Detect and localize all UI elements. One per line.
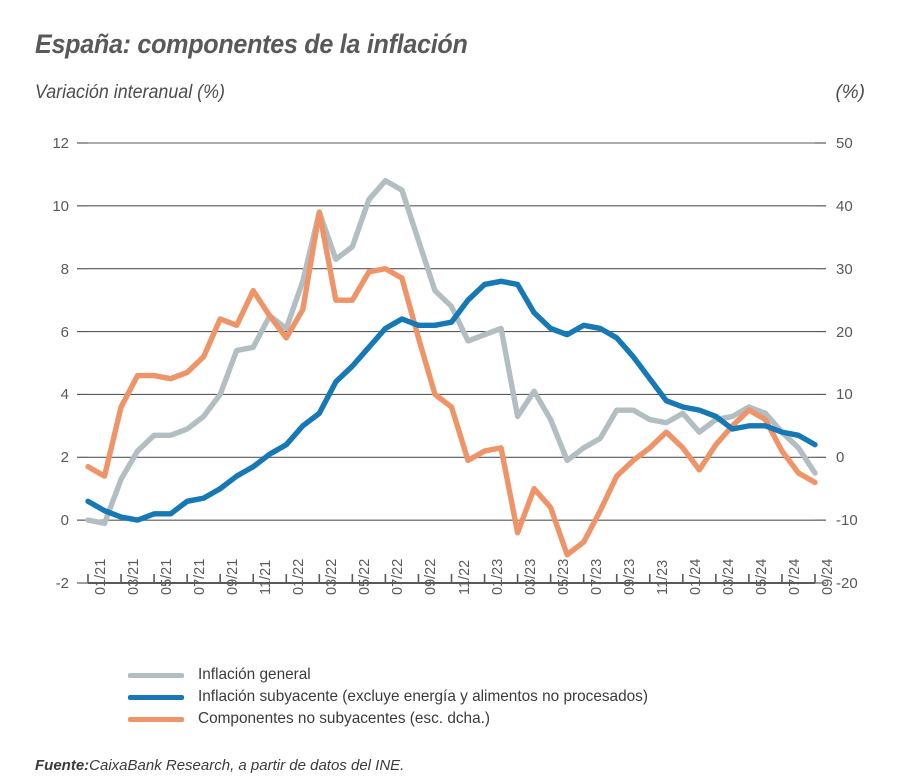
chart-source: Fuente:CaixaBank Research, a partir de d… [35, 757, 404, 774]
x-axis-tick-label: 11/23 [654, 559, 671, 595]
source-text: CaixaBank Research, a partir de datos de… [89, 757, 405, 774]
x-axis-tick-label: 05/22 [357, 558, 374, 595]
x-axis-tick-label: 07/24 [786, 558, 803, 595]
y-axis-tick-label-right: -10 [836, 512, 858, 530]
chart-title: España: componentes de la inflación [35, 29, 468, 59]
source-label: Fuente: [35, 757, 90, 774]
chart-subtitle: Variación interanual (%) [35, 82, 225, 103]
x-axis-tick-label: 03/23 [522, 558, 539, 595]
x-axis-tick-label: 09/23 [621, 558, 638, 595]
legend-color-swatch [128, 672, 184, 678]
legend-color-swatch [128, 694, 184, 700]
x-axis-tick-label: 07/23 [588, 558, 605, 595]
y-axis-tick-label-right: 0 [836, 449, 845, 467]
y-axis-tick-label-right: 10 [836, 386, 853, 404]
x-axis-tick-label: 05/23 [555, 558, 572, 595]
right-axis-unit-label: (%) [835, 82, 865, 103]
chart-legend: Inflación general Inflación subyacente (e… [128, 664, 667, 730]
x-axis-tick-label: 03/22 [324, 558, 341, 595]
legend-item-label: Componentes no subyacentes (esc. dcha.) [198, 710, 491, 727]
legend-item[interactable]: Inflación general [128, 664, 667, 686]
y-axis-tick-label-left: -2 [55, 575, 69, 592]
x-axis-tick-label: 01/21 [93, 558, 109, 595]
x-axis-tick-label: 07/21 [192, 558, 209, 595]
legend-item-label: Inflación subyacente (excluye energía y … [198, 688, 648, 705]
y-axis-tick-label-left: 4 [60, 386, 69, 404]
y-axis-tick-label-right: 30 [836, 260, 853, 278]
chart-canvas [77, 142, 826, 584]
y-axis-tick-label-right: 20 [836, 323, 853, 341]
x-axis-tick-label: 03/24 [720, 558, 737, 595]
x-axis-tick-label: 11/22 [456, 559, 473, 595]
y-axis-tick-label-left: 2 [60, 449, 69, 467]
x-axis-tick-label: 09/22 [423, 558, 440, 595]
series-line [85, 178, 818, 526]
legend-item[interactable]: Inflación subyacente (excluye energía y … [128, 686, 667, 708]
x-axis-tick-label: 05/24 [753, 558, 770, 595]
x-axis-tick-label: 11/21 [258, 559, 275, 595]
legend-color-swatch [128, 716, 184, 722]
x-axis-tick-label: 01/24 [687, 558, 704, 595]
y-axis-tick-label-left: 0 [60, 512, 69, 530]
x-axis-tick-label: 03/21 [126, 558, 143, 595]
x-axis-tick-label: 05/21 [159, 558, 176, 595]
x-axis-tick-label: 07/22 [390, 558, 407, 595]
y-axis-tick-label-left: 6 [60, 323, 69, 341]
plot-area: 12 10 8 6 4 2 0 -2 50 40 30 20 10 0 -10 -20 01/21 03/21 05… [52, 135, 858, 595]
y-axis-tick-label-left: 10 [52, 197, 69, 215]
y-axis-tick-label-right: -20 [836, 575, 858, 592]
y-axis-tick-label-left: 12 [52, 135, 69, 152]
y-axis-tick-label-right: 50 [836, 135, 853, 152]
x-axis-tick-label: 09/24 [820, 558, 836, 595]
x-axis-tick-label: 01/22 [291, 558, 308, 595]
legend-item-label: Inflación general [198, 666, 311, 683]
y-axis-tick-label-left: 8 [60, 260, 69, 278]
x-axis-tick-label: 01/23 [489, 558, 506, 595]
y-axis-tick-label-right: 40 [836, 197, 853, 215]
series-line [85, 278, 818, 523]
x-axis-tick-label: 09/21 [225, 558, 242, 595]
series-line [85, 209, 818, 558]
legend-item[interactable]: Componentes no subyacentes (esc. dcha.) [128, 708, 667, 730]
